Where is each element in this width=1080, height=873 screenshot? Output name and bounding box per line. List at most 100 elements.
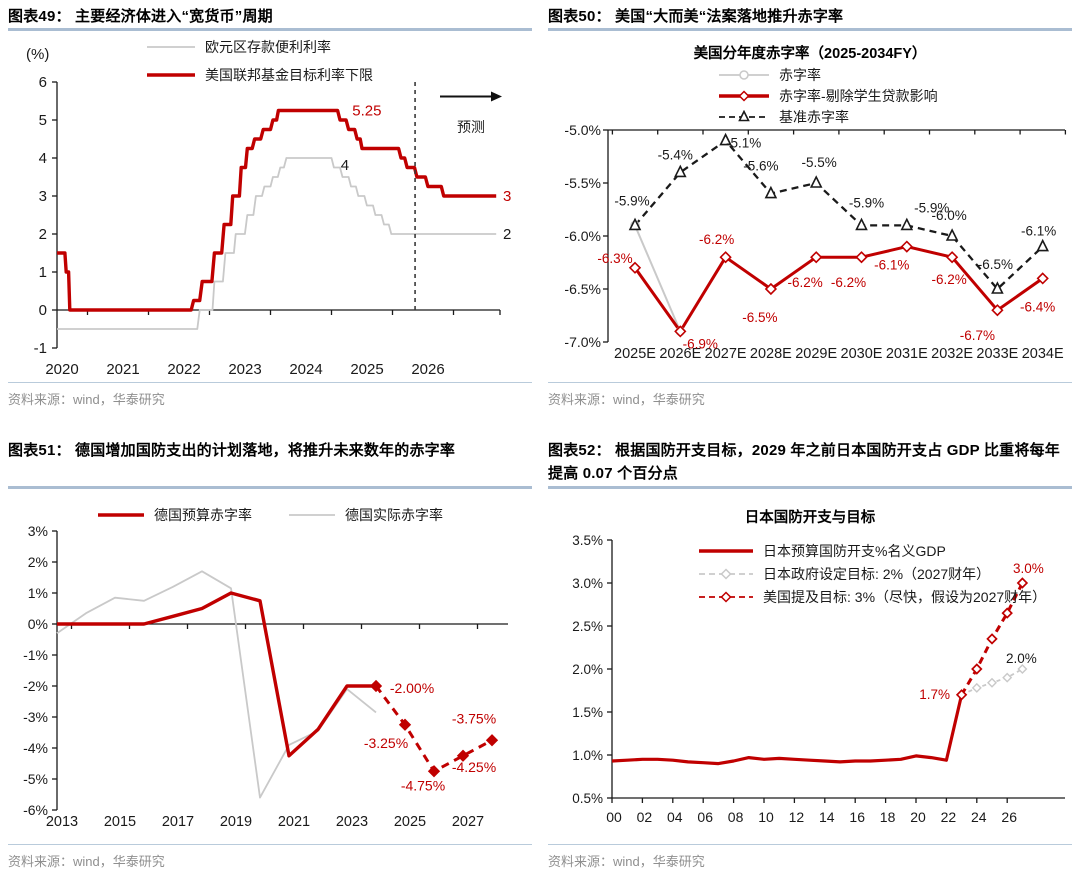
fig50-chart-title: 美国分年度赤字率（2025-2034FY）	[693, 46, 927, 62]
svg-text:0: 0	[39, 302, 47, 319]
svg-text:-4.25%: -4.25%	[452, 759, 496, 775]
legend-item-deficit: 赤字率	[718, 64, 938, 85]
source-text: 资料来源：wind，华泰研究	[8, 854, 165, 869]
svg-text:5.25: 5.25	[352, 103, 381, 120]
svg-text:-5.5%: -5.5%	[564, 175, 601, 191]
svg-text:20: 20	[910, 809, 926, 825]
svg-text:2021: 2021	[278, 814, 310, 830]
legend-label: 欧元区存款便利利率	[205, 38, 331, 55]
deficit-line-icon	[719, 69, 769, 80]
legend-label: 日本预算国防开支%名义GDP	[763, 542, 946, 559]
svg-text:2026: 2026	[411, 361, 444, 378]
legend-item-de-budget-deficit: 德国预算赤字率	[97, 504, 252, 525]
svg-text:2023: 2023	[228, 361, 261, 378]
svg-text:1%: 1%	[28, 585, 48, 601]
svg-text:-6.5%: -6.5%	[742, 310, 777, 325]
svg-text:00: 00	[606, 809, 622, 825]
svg-text:0%: 0%	[28, 616, 48, 632]
svg-text:-3.75%: -3.75%	[452, 710, 496, 726]
legend-label: 赤字率-剔除学生贷款影响	[779, 87, 938, 104]
legend-label: 日本政府设定目标: 2%（2027财年）	[763, 565, 991, 582]
svg-text:-6.2%: -6.2%	[788, 275, 823, 290]
svg-text:-5.0%: -5.0%	[564, 122, 601, 138]
svg-text:-6.2%: -6.2%	[831, 275, 866, 290]
fig49-title-rule	[8, 28, 532, 31]
legend-label: 美国联邦基金目标利率下限	[205, 66, 373, 83]
legend-label: 美国提及目标: 3%（尽快，假设为2027财年）	[763, 588, 1047, 605]
svg-text:-1: -1	[34, 340, 47, 357]
fig49-legend: 欧元区存款便利利率 美国联邦基金目标利率下限	[146, 36, 373, 85]
jp-defense-spend-line-icon	[699, 548, 753, 553]
svg-text:-1%: -1%	[23, 647, 48, 663]
svg-text:2017: 2017	[162, 814, 194, 830]
svg-text:-6.4%: -6.4%	[1020, 299, 1055, 314]
fig49-chart: 6 5 4 3 2 1 0 -1 2020 2021 2022 2023 2024 2025 2026 预测 5…	[34, 74, 512, 378]
legend-label: 德国实际赤字率	[345, 506, 443, 523]
svg-text:-6%: -6%	[23, 802, 48, 818]
svg-text:-6.5%: -6.5%	[978, 257, 1013, 272]
svg-text:2033E: 2033E	[976, 346, 1018, 362]
svg-text:4: 4	[39, 150, 47, 167]
svg-text:2026E: 2026E	[659, 346, 701, 362]
svg-text:-7.0%: -7.0%	[564, 334, 601, 350]
legend-item-ecb-rate: 欧元区存款便利利率	[146, 36, 373, 57]
svg-text:-6.2%: -6.2%	[931, 272, 966, 287]
source-text: 资料来源：wind，华泰研究	[548, 392, 705, 407]
svg-text:1.0%: 1.0%	[572, 748, 603, 763]
legend-item-deficit-ex-loans: 赤字率-剔除学生贷款影响	[718, 85, 938, 106]
svg-text:24: 24	[971, 809, 987, 825]
fig52-chart: 3.5% 3.0% 2.5% 2.0% 1.5% 1.0% 0.5%00 02 04 06 08 10…	[572, 533, 1065, 825]
deficit-ex-loans-line-icon	[719, 89, 769, 102]
panel-fig52: 图表52： 根据国防开支目标，2029 年之前日本国防开支占 GDP 比重将每年…	[548, 440, 1072, 870]
svg-text:-6.3%: -6.3%	[597, 251, 632, 266]
svg-text:2032E: 2032E	[931, 346, 973, 362]
svg-text:-6.2%: -6.2%	[699, 232, 734, 247]
svg-text:-2.00%: -2.00%	[390, 680, 434, 696]
svg-text:-6.0%: -6.0%	[931, 208, 966, 223]
fig51-source: 资料来源：wind，华泰研究	[8, 844, 532, 870]
svg-text:-5.9%: -5.9%	[614, 193, 649, 208]
svg-text:预测: 预测	[457, 119, 485, 135]
fed-rate-line-icon	[147, 72, 195, 77]
svg-text:3%: 3%	[28, 523, 48, 539]
svg-text:2025: 2025	[394, 814, 426, 830]
svg-text:4: 4	[341, 157, 349, 174]
svg-text:2034E: 2034E	[1022, 346, 1064, 362]
svg-text:2027E: 2027E	[705, 346, 747, 362]
svg-text:22: 22	[941, 809, 957, 825]
svg-text:-4.75%: -4.75%	[401, 777, 445, 793]
svg-text:-5%: -5%	[23, 771, 48, 787]
svg-text:6: 6	[39, 74, 47, 91]
svg-text:0.5%: 0.5%	[572, 791, 603, 806]
fig49-title: 图表49： 主要经济体进入“宽货币”周期	[8, 8, 273, 25]
legend-item-de-actual-deficit: 德国实际赤字率	[288, 504, 443, 525]
svg-text:3.5%: 3.5%	[572, 533, 603, 548]
svg-text:2022: 2022	[167, 361, 200, 378]
fig51-title: 图表51： 德国增加国防支出的计划落地，将推升未来数年的赤字率	[8, 442, 456, 459]
fig49-source: 资料来源：wind，华泰研究	[8, 382, 532, 408]
svg-text:-5.6%: -5.6%	[743, 159, 778, 174]
fig52-source: 资料来源：wind，华泰研究	[548, 844, 1072, 870]
svg-text:18: 18	[880, 809, 896, 825]
fig52-title-rule	[548, 486, 1072, 489]
svg-text:-5.9%: -5.9%	[914, 200, 949, 215]
svg-text:2027: 2027	[452, 814, 484, 830]
svg-text:08: 08	[728, 809, 744, 825]
legend-item-jp-defense-spend: 日本预算国防开支%名义GDP	[698, 540, 1046, 561]
fig50-chart: -5.0% -5.5% -6.0% -6.5% -7.0% 2025E 2026E 2027E…	[564, 122, 1067, 362]
fig52-chart-title: 日本国防开支与目标	[744, 510, 876, 526]
svg-text:2021: 2021	[106, 361, 139, 378]
ecb-rate-line-icon	[147, 45, 195, 48]
svg-text:2023: 2023	[336, 814, 368, 830]
svg-text:3: 3	[503, 188, 511, 205]
svg-text:2019: 2019	[220, 814, 252, 830]
svg-text:2.0%: 2.0%	[572, 662, 603, 677]
svg-text:-5.9%: -5.9%	[849, 195, 884, 210]
svg-text:1.5%: 1.5%	[572, 705, 603, 720]
fig50-title-rule	[548, 28, 1072, 31]
svg-text:06: 06	[697, 809, 713, 825]
legend-item-us-target: 美国提及目标: 3%（尽快，假设为2027财年）	[698, 586, 1046, 607]
legend-item-fed-rate: 美国联邦基金目标利率下限	[146, 64, 373, 85]
svg-text:-6.5%: -6.5%	[564, 281, 601, 297]
